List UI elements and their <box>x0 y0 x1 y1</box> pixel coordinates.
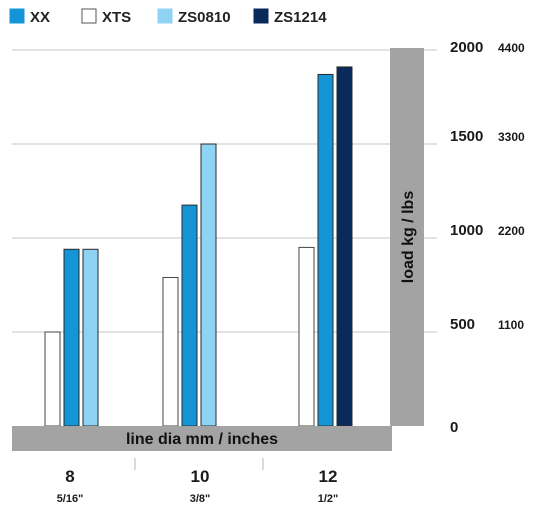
y-tick-lbs-3300: 3300 <box>498 130 525 144</box>
legend-label-xts: XTS <box>102 9 131 26</box>
x-tick-label-12: 12 <box>319 467 338 486</box>
y-axis-title: load kg / lbs <box>400 191 417 284</box>
x-tick-sublabel-12: 1/2" <box>318 493 339 505</box>
x-tick-label-8: 8 <box>65 467 74 486</box>
y-tick-kg-1000: 1000 <box>450 222 483 239</box>
legend-swatch-xts <box>81 8 97 24</box>
x-tick-sublabel-8: 5/16" <box>57 493 84 505</box>
y-axis-bar <box>390 48 424 426</box>
legend-label-xx: XX <box>30 9 50 26</box>
bars <box>44 66 353 427</box>
bar-xts-12 <box>298 246 315 427</box>
y-tick-kg-500: 500 <box>450 316 475 333</box>
y-tick-kg-2000: 2000 <box>450 39 483 56</box>
bar-xx-8 <box>63 248 80 427</box>
legend-swatch-zs1214 <box>253 8 269 24</box>
y-tick-lbs-2200: 2200 <box>498 224 525 238</box>
y-tick-lbs-1100: 1100 <box>498 318 524 332</box>
y-tick-lbs-4400: 4400 <box>498 41 525 55</box>
x-axis-panel: line dia mm / inches <box>12 426 392 451</box>
legend-swatch-xx <box>9 8 25 24</box>
x-axis-bar <box>12 426 392 451</box>
y-tick-kg-0: 0 <box>450 419 458 436</box>
bar-zs1214-12 <box>336 66 353 427</box>
bar-zs0810-8 <box>82 248 99 427</box>
x-axis-title: line dia mm / inches <box>126 431 278 448</box>
bar-xts-8 <box>44 331 61 427</box>
bar-xx-10 <box>181 204 198 427</box>
y-tick-kg-1500: 1500 <box>450 128 483 145</box>
legend-label-zs0810: ZS0810 <box>178 9 231 26</box>
bar-xx-12 <box>317 73 334 427</box>
bar-xts-10 <box>162 276 179 427</box>
legend-swatch-zs0810 <box>157 8 173 24</box>
bar-zs0810-10 <box>200 143 217 427</box>
x-axis-ticks: 8 5/16" 10 3/8" 12 1/2" <box>57 458 339 505</box>
legend-label-zs1214: ZS1214 <box>274 9 327 26</box>
legend: XX XTS ZS0810 ZS1214 <box>9 8 327 26</box>
x-tick-sublabel-10: 3/8" <box>190 493 211 505</box>
x-tick-label-10: 10 <box>191 467 210 486</box>
y-axis-ticks: 2000 4400 1500 3300 1000 2200 500 1100 0 <box>450 39 525 436</box>
y-axis-panel: load kg / lbs <box>390 48 424 426</box>
